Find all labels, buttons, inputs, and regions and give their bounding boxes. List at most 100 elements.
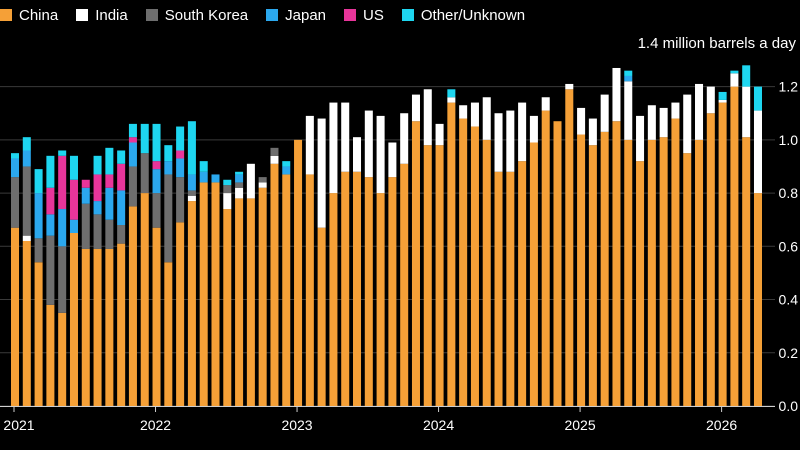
legend-item-india: India [76,7,128,24]
bar-segment-us [176,150,185,159]
bar-segment-south-korea [223,185,232,194]
bar-segment-south-korea [164,174,173,263]
bar-segment-other-unknown [282,161,291,167]
bar-segment-other-unknown [46,155,55,188]
bar-segment-india [364,110,373,178]
bar-segment-other-unknown [235,171,244,175]
bar-segment-china [730,86,739,407]
bar-segment-us [81,179,90,188]
bar-segment-china [588,145,597,407]
bar-segment-china [211,182,220,406]
bar-segment-japan [199,171,208,183]
bar-segment-japan [58,209,67,247]
bar-segment-other-unknown [58,150,67,156]
bar-segment-china [753,193,762,406]
bar-segment-india [482,97,491,140]
bar-segment-japan [93,201,102,215]
bar-segment-other-unknown [69,155,78,180]
bar-segment-china [671,118,680,407]
bar-segment-south-korea [93,214,102,249]
bar-segment-china [494,171,503,406]
legend-swatch-china [0,9,12,21]
bar-segment-india [329,102,338,194]
bar-segment-china [400,163,409,406]
bar-segment-china [435,145,444,407]
bar-segment-other-unknown [624,70,633,76]
bar-segment-india [187,195,196,202]
bar-segment-south-korea [58,246,67,313]
bar-segment-japan [211,174,220,183]
bar-segment-other-unknown [223,179,232,186]
bar-segment-other-unknown [117,150,126,164]
bar-segment-japan [69,219,78,233]
bar-segment-china [270,163,279,406]
legend-label: India [95,6,128,24]
y-tick-label: 0.2 [779,345,799,361]
bar-segment-china [164,262,173,406]
bar-segment-china [305,174,314,406]
unit-label: 1.4 million barrels a day [637,35,796,52]
bar-segment-india [659,107,668,138]
bar-segment-india [541,97,550,111]
bar-segment-other-unknown [11,153,20,159]
legend-item-other-unknown: Other/Unknown [401,6,526,24]
bar-segment-china [187,201,196,406]
bar-segment-india [223,193,232,210]
bar-segment-south-korea [152,193,161,228]
bar-segment-other-unknown [730,70,739,74]
bar-segment-china [152,227,161,406]
y-tick-label: 1.2 [779,79,799,95]
x-tick-label: 2026 [706,417,737,433]
bar-segment-china [69,233,78,406]
bar-segment-china [105,248,114,406]
bar-segment-china [683,153,692,406]
bar-segment-india [671,102,680,119]
bar-segment-other-unknown [199,161,208,172]
legend-label: US [363,6,384,24]
bar-segment-china [482,139,491,406]
bar-segment-japan [81,187,90,204]
legend-label: Other/Unknown [420,6,526,24]
bar-segment-india [258,182,267,188]
x-tick-label: 2021 [3,417,34,433]
legend-item-china: China [0,7,58,24]
bar-segment-india [459,105,468,119]
bar-segment-south-korea [270,147,279,156]
bar-segment-other-unknown [22,137,31,151]
bar-segment-other-unknown [187,121,196,175]
bar-segment-china [364,177,373,406]
bar-segment-india [447,97,456,103]
bar-segment-us [93,174,102,202]
bar-segment-china [553,121,562,406]
bar-segment-japan [34,193,43,239]
bar-segment-india [518,102,527,162]
bar-segment-japan [128,142,137,167]
legend-swatch-us [344,9,357,21]
bar-segment-china [93,248,102,406]
bar-segment-india [742,86,751,138]
bar-segment-south-korea [128,166,137,207]
bar-segment-china [46,304,55,406]
y-tick-label: 0.0 [779,398,799,414]
bar-segment-india [376,115,385,194]
bar-segment-india [647,105,656,140]
bar-segment-japan [624,75,633,82]
bar-segment-china [22,240,31,406]
bar-segment-china [176,222,185,406]
bar-segment-china [223,209,232,406]
bar-segment-china [246,198,255,406]
legend-item-japan: Japan [266,7,326,24]
bar-segment-china [317,227,326,406]
bar-segment-india [636,115,645,162]
bar-segment-japan [22,150,31,167]
bar-segment-india [706,86,715,114]
bar-segment-china [258,187,267,406]
bar-segment-south-korea [81,203,90,249]
bar-segment-india [600,94,609,132]
bar-segment-india [270,155,279,164]
bar-segment-china [459,118,468,407]
bar-segment-japan [187,174,196,191]
bar-segment-japan [46,214,55,236]
bar-segment-south-korea [140,153,149,194]
bar-segment-china [706,113,715,406]
